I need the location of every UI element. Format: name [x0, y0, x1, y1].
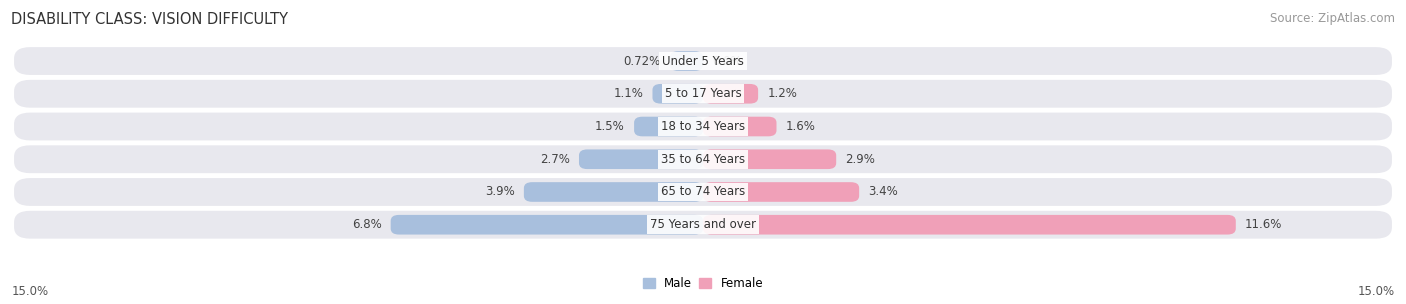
- Text: DISABILITY CLASS: VISION DIFFICULTY: DISABILITY CLASS: VISION DIFFICULTY: [11, 12, 288, 27]
- FancyBboxPatch shape: [703, 215, 1236, 235]
- FancyBboxPatch shape: [14, 211, 1392, 239]
- FancyBboxPatch shape: [391, 215, 703, 235]
- FancyBboxPatch shape: [14, 80, 1392, 108]
- Text: 0.72%: 0.72%: [623, 54, 661, 67]
- FancyBboxPatch shape: [14, 47, 1392, 75]
- FancyBboxPatch shape: [703, 84, 758, 104]
- Text: 2.7%: 2.7%: [540, 153, 569, 166]
- Text: 65 to 74 Years: 65 to 74 Years: [661, 185, 745, 199]
- Text: 1.1%: 1.1%: [613, 87, 644, 100]
- Text: 15.0%: 15.0%: [1358, 285, 1395, 298]
- Text: 35 to 64 Years: 35 to 64 Years: [661, 153, 745, 166]
- Text: 3.9%: 3.9%: [485, 185, 515, 199]
- FancyBboxPatch shape: [703, 117, 776, 136]
- Text: 18 to 34 Years: 18 to 34 Years: [661, 120, 745, 133]
- Legend: Male, Female: Male, Female: [643, 277, 763, 290]
- Text: 1.6%: 1.6%: [786, 120, 815, 133]
- Text: 15.0%: 15.0%: [11, 285, 48, 298]
- Text: Source: ZipAtlas.com: Source: ZipAtlas.com: [1270, 12, 1395, 25]
- FancyBboxPatch shape: [703, 182, 859, 202]
- Text: Under 5 Years: Under 5 Years: [662, 54, 744, 67]
- Text: 2.9%: 2.9%: [845, 153, 876, 166]
- FancyBboxPatch shape: [579, 150, 703, 169]
- Text: 0.0%: 0.0%: [713, 54, 742, 67]
- FancyBboxPatch shape: [14, 112, 1392, 140]
- FancyBboxPatch shape: [524, 182, 703, 202]
- FancyBboxPatch shape: [703, 150, 837, 169]
- FancyBboxPatch shape: [634, 117, 703, 136]
- Text: 1.2%: 1.2%: [768, 87, 797, 100]
- FancyBboxPatch shape: [14, 145, 1392, 173]
- Text: 3.4%: 3.4%: [869, 185, 898, 199]
- Text: 5 to 17 Years: 5 to 17 Years: [665, 87, 741, 100]
- FancyBboxPatch shape: [14, 178, 1392, 206]
- Text: 75 Years and over: 75 Years and over: [650, 218, 756, 231]
- Text: 11.6%: 11.6%: [1244, 218, 1282, 231]
- Text: 1.5%: 1.5%: [595, 120, 624, 133]
- Text: 6.8%: 6.8%: [352, 218, 381, 231]
- FancyBboxPatch shape: [652, 84, 703, 104]
- FancyBboxPatch shape: [669, 51, 703, 71]
